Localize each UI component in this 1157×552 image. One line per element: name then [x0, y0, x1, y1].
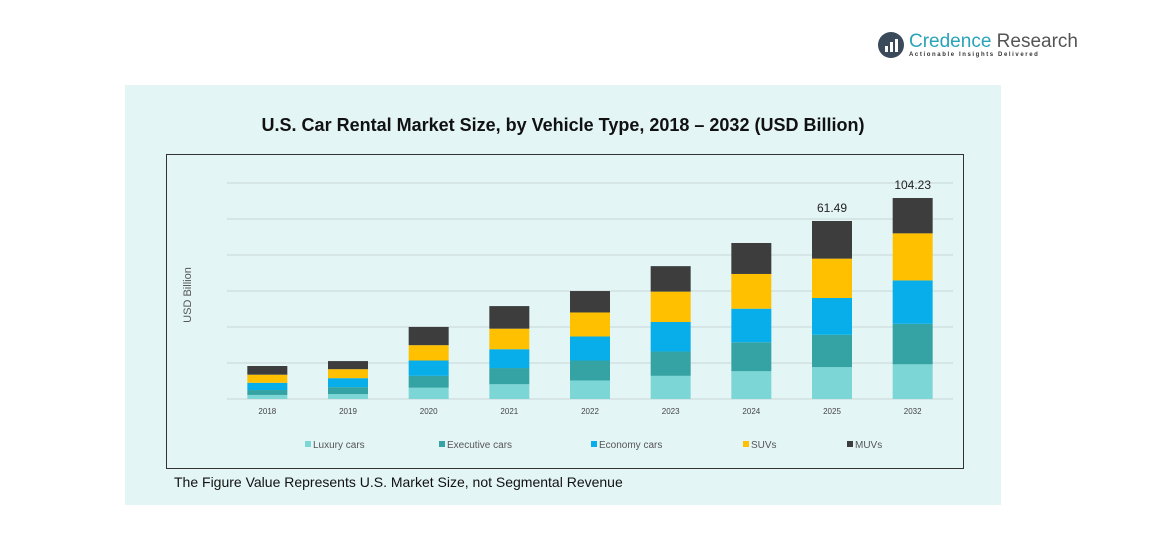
- bar-segment-suvs-2020: [408, 345, 449, 361]
- bar-segment-suvs-2018: [247, 374, 288, 383]
- chart-panel: U.S. Car Rental Market Size, by Vehicle …: [125, 85, 1001, 505]
- legend-label-economy-cars: Economy cars: [599, 440, 662, 451]
- bar-segment-economy-cars-2020: [408, 360, 449, 376]
- bar-segment-muvs-2025: [812, 221, 852, 259]
- bar-segment-muvs-2021: [489, 306, 530, 329]
- brand-tagline: Actionable Insights Delivered: [909, 52, 1040, 58]
- bar-segment-economy-cars-2032: [892, 280, 933, 324]
- bar-segment-executive-cars-2023: [650, 351, 691, 376]
- bar-segment-muvs-2032: [892, 198, 933, 234]
- legend-label-suvs: SUVs: [751, 440, 777, 451]
- x-tick-label: 2025: [823, 407, 841, 416]
- x-tick-label: 2018: [258, 407, 276, 416]
- legend-swatch-executive-cars: [439, 441, 445, 447]
- bar-segment-executive-cars-2020: [408, 375, 449, 388]
- bar-segment-executive-cars-2025: [812, 334, 852, 368]
- bar-segment-economy-cars-2019: [328, 378, 368, 388]
- total-label-2032: 104.23: [894, 178, 931, 192]
- bar-segment-executive-cars-2032: [892, 323, 933, 365]
- legend-swatch-muvs: [847, 441, 853, 447]
- chart-frame: USD Billion 2018 2019 2020 2021 2022 2023 2024 2…: [166, 154, 964, 469]
- x-tick-label: 2020: [420, 407, 438, 416]
- bar-segment-executive-cars-2019: [328, 387, 368, 395]
- chart-logo-icon: [878, 32, 904, 58]
- bar-segment-executive-cars-2021: [489, 368, 530, 385]
- footnote: The Figure Value Represents U.S. Market …: [174, 474, 623, 490]
- brand-logo: Credence Research Actionable Insights De…: [878, 32, 1078, 58]
- x-tick-label: 2023: [662, 407, 680, 416]
- bar-segment-luxury-cars-2023: [650, 375, 691, 399]
- legend-swatch-suvs: [743, 441, 749, 447]
- brand-name: Credence Research: [909, 31, 1078, 52]
- bar-segment-suvs-2023: [650, 291, 691, 323]
- x-tick-label: 2022: [581, 407, 599, 416]
- bar-segment-luxury-cars-2032: [892, 364, 933, 399]
- legend-label-executive-cars: Executive cars: [447, 440, 512, 451]
- bar-segment-luxury-cars-2020: [408, 387, 449, 399]
- bar-segment-executive-cars-2018: [247, 390, 288, 395]
- y-axis-label: USD Billion: [182, 267, 194, 323]
- bar-segment-suvs-2024: [731, 273, 772, 309]
- bar-segment-suvs-2022: [570, 312, 610, 337]
- legend-swatch-economy-cars: [591, 441, 597, 447]
- bar-segment-economy-cars-2018: [247, 382, 288, 391]
- bar-segment-luxury-cars-2019: [328, 394, 368, 399]
- bar-segment-luxury-cars-2021: [489, 384, 530, 399]
- bar-segment-luxury-cars-2018: [247, 394, 288, 399]
- bar-segment-executive-cars-2022: [570, 360, 610, 381]
- bar-segment-muvs-2022: [570, 291, 610, 313]
- bar-segment-suvs-2032: [892, 233, 933, 281]
- legend-label-muvs: MUVs: [855, 440, 882, 451]
- x-tick-label: 2032: [904, 407, 922, 416]
- bar-segment-muvs-2018: [247, 366, 288, 375]
- legend-swatch-luxury-cars: [305, 441, 311, 447]
- bar-segment-economy-cars-2021: [489, 349, 530, 369]
- x-tick-label: 2024: [742, 407, 760, 416]
- x-tick-label: 2021: [500, 407, 518, 416]
- bar-segment-muvs-2019: [328, 361, 368, 370]
- bar-segment-muvs-2024: [731, 242, 772, 274]
- bar-segment-luxury-cars-2024: [731, 371, 772, 399]
- bar-segment-economy-cars-2022: [570, 336, 610, 361]
- bar-segment-economy-cars-2025: [812, 297, 852, 335]
- chart-svg: USD Billion 2018 2019 2020 2021 2022 2023 2024 2…: [182, 178, 953, 451]
- bar-segment-luxury-cars-2025: [812, 367, 852, 399]
- bar-segment-suvs-2021: [489, 328, 530, 350]
- bar-segment-muvs-2020: [408, 326, 449, 346]
- bar-segment-economy-cars-2024: [731, 308, 772, 343]
- bar-segment-muvs-2023: [650, 266, 691, 292]
- legend-label-luxury-cars: Luxury cars: [313, 440, 365, 451]
- x-tick-label: 2019: [339, 407, 357, 416]
- bar-segment-suvs-2019: [328, 369, 368, 379]
- bar-segment-executive-cars-2024: [731, 342, 772, 372]
- chart-title: U.S. Car Rental Market Size, by Vehicle …: [261, 115, 865, 135]
- bar-segment-economy-cars-2023: [650, 322, 691, 352]
- bar-segment-suvs-2025: [812, 258, 852, 298]
- bar-segment-luxury-cars-2022: [570, 380, 610, 399]
- total-label-2025: 61.49: [817, 201, 847, 215]
